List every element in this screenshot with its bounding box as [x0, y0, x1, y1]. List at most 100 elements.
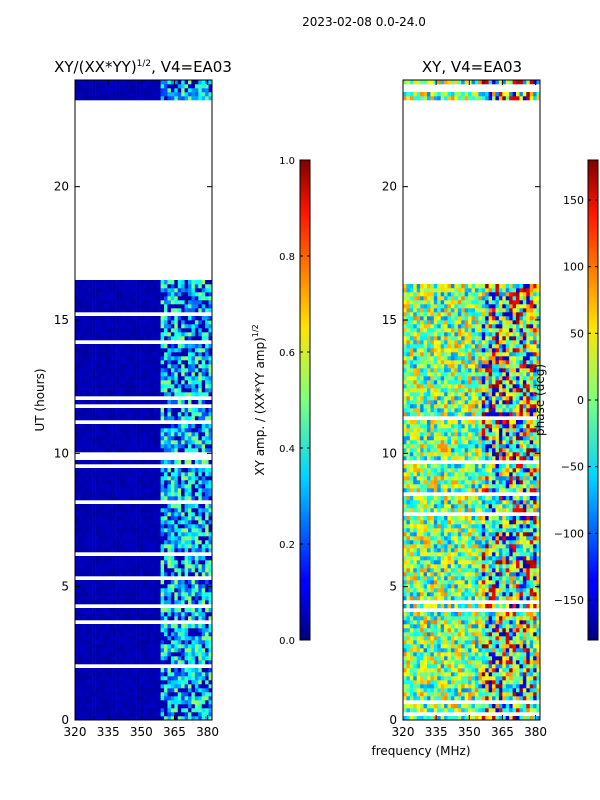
heatmap-cell — [126, 372, 131, 377]
heatmap-cell — [81, 472, 86, 477]
heatmap-cell — [129, 296, 134, 301]
heatmap-cell — [437, 636, 441, 641]
heatmap-cell — [150, 328, 155, 333]
heatmap-cell — [133, 480, 137, 485]
heatmap-cell — [129, 556, 134, 561]
heatmap-cell — [109, 356, 113, 361]
heatmap-cell — [88, 84, 93, 89]
heatmap-cell — [167, 688, 172, 693]
heatmap-cell — [413, 636, 417, 641]
heatmap-cell — [167, 608, 172, 613]
heatmap-cell — [495, 640, 500, 645]
heatmap-cell — [140, 444, 144, 449]
heatmap-cell — [85, 672, 89, 677]
heatmap-cell — [85, 688, 89, 693]
heatmap-cell — [136, 432, 141, 437]
heatmap-cell — [188, 640, 192, 645]
heatmap-cell — [85, 328, 89, 333]
heatmap-cell — [133, 80, 137, 85]
heatmap-cell — [194, 444, 199, 449]
heatmap-cell — [184, 84, 189, 89]
heatmap-cell — [102, 328, 107, 333]
heatmap-cell — [188, 468, 192, 473]
heatmap-cell — [194, 648, 199, 653]
heatmap-cell — [205, 512, 209, 517]
heatmap-cell — [184, 480, 189, 485]
heatmap-cell — [116, 700, 120, 705]
heatmap-cell — [153, 388, 158, 393]
heatmap-cell — [98, 440, 103, 445]
heatmap-cell — [208, 584, 212, 589]
heatmap-cell — [92, 368, 96, 373]
heatmap-cell — [191, 644, 196, 649]
heatmap-cell — [164, 372, 168, 377]
heatmap-cell — [208, 624, 212, 629]
heatmap-cell — [188, 472, 192, 477]
heatmap-cell — [194, 544, 199, 549]
heatmap-cell — [153, 472, 158, 477]
heatmap-cell — [98, 692, 103, 697]
heatmap-cell — [444, 624, 448, 629]
heatmap-cell — [136, 516, 141, 521]
heatmap-cell — [194, 568, 199, 573]
heatmap-cell — [481, 668, 486, 673]
heatmap-cell — [170, 548, 175, 553]
heatmap-cell — [406, 684, 411, 689]
heatmap-cell — [143, 88, 148, 93]
heatmap-cell — [208, 616, 212, 621]
heatmap-cell — [437, 644, 441, 649]
heatmap-cell — [468, 704, 472, 709]
heatmap-cell — [119, 480, 124, 485]
heatmap-cell — [88, 588, 93, 593]
heatmap-cell — [119, 284, 124, 289]
heatmap-cell — [157, 412, 161, 417]
heatmap-cell — [533, 648, 537, 653]
heatmap-cell — [98, 468, 103, 473]
heatmap-cell — [198, 496, 203, 501]
heatmap-cell — [116, 344, 120, 349]
heatmap-cell — [191, 284, 196, 289]
heatmap-cell — [420, 676, 424, 681]
heatmap-cell — [184, 332, 189, 337]
heatmap-cell — [136, 660, 141, 665]
heatmap-cell — [150, 88, 155, 93]
heatmap-cell — [157, 712, 161, 717]
heatmap-cell — [126, 676, 131, 681]
heatmap-cell — [136, 648, 141, 653]
heatmap-cell — [119, 596, 124, 601]
heatmap-cell — [95, 92, 100, 97]
heatmap-cell — [430, 664, 435, 669]
heatmap-cell — [119, 608, 124, 613]
heatmap-cell — [437, 632, 441, 637]
left-panel: XY/(XX*YY)1/2, V4=EA03 320 335 350 365 38005… — [33, 58, 232, 739]
heatmap-cell — [122, 700, 127, 705]
heatmap-cell — [95, 512, 100, 517]
heatmap-cell — [181, 368, 185, 373]
heatmap-cell — [153, 508, 158, 513]
heatmap-cell — [105, 424, 110, 429]
heatmap-cell — [85, 640, 89, 645]
heatmap-cell — [146, 316, 151, 321]
heatmap-cell — [533, 632, 537, 637]
heatmap-cell — [136, 672, 141, 677]
heatmap-cell — [136, 336, 141, 341]
heatmap-cell — [81, 600, 86, 605]
heatmap-cell — [201, 348, 206, 353]
heatmap-cell — [471, 704, 476, 709]
heatmap-cell — [153, 584, 158, 589]
heatmap-cell — [102, 612, 107, 617]
heatmap-cell — [406, 716, 411, 720]
heatmap-cell — [177, 412, 182, 417]
heatmap-cell — [88, 556, 93, 561]
heatmap-cell — [208, 80, 212, 85]
heatmap-cell — [205, 392, 209, 397]
heatmap-cell — [423, 632, 428, 637]
heatmap-cell — [143, 492, 148, 497]
heatmap-cell — [157, 304, 161, 309]
heatmap-cell — [140, 440, 144, 445]
heatmap-cell — [140, 412, 144, 417]
heatmap-cell — [122, 612, 127, 617]
heatmap-cell — [205, 468, 209, 473]
heatmap-cell — [81, 296, 86, 301]
heatmap-cell — [140, 384, 144, 389]
